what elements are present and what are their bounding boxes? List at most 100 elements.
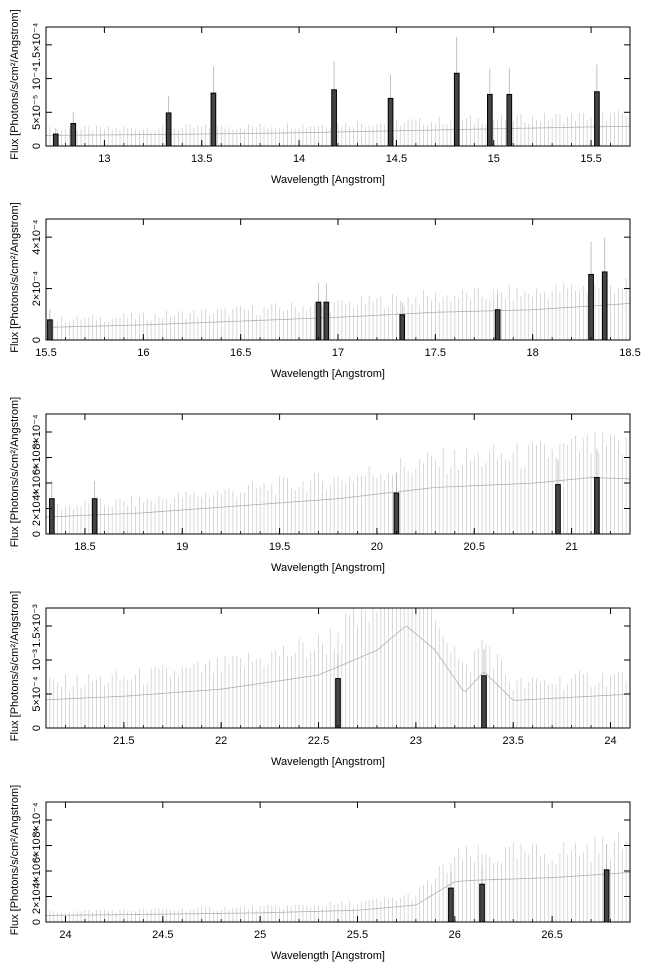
line-bin xyxy=(487,93,493,147)
line-bin xyxy=(323,301,330,341)
y-tick-label: 0 xyxy=(31,143,43,149)
panel-4: 21.5 22 22.5 23 23.5 24 0 5×10⁻⁴ 10⁻³1.5×10⁻³ Wav… xyxy=(9,591,631,768)
x-tick-label: 19.5 xyxy=(269,541,290,553)
x-tick-label: 24 xyxy=(59,929,71,941)
y-tick-label: 2×10⁻⁴ xyxy=(31,271,43,307)
x-tick-label: 16.5 xyxy=(230,347,251,359)
y-tick-label: 10⁻³ xyxy=(31,649,43,671)
line-bin xyxy=(588,273,594,341)
y-tick-label: 0 xyxy=(31,725,43,731)
line-bin xyxy=(335,678,341,729)
x-tick-label: 24.5 xyxy=(152,929,173,941)
panel-2: 15.5 16 16.5 17 17.5 18 18.5 0 2×10⁻⁴ 4×10⁻⁴ Wavel… xyxy=(9,202,641,380)
x-tick-label: 17.5 xyxy=(425,347,446,359)
line-bin xyxy=(47,319,53,341)
continuum-line xyxy=(45,872,631,916)
x-tick-label: 21.5 xyxy=(113,735,134,747)
x-tick-label: 26 xyxy=(449,929,461,941)
line-bin xyxy=(399,314,406,341)
y-tick-label: 6×10⁻⁴ xyxy=(31,828,43,864)
x-tick-label: 22.5 xyxy=(308,735,329,747)
line-bin xyxy=(479,883,485,923)
x-tick-label: 23.5 xyxy=(502,735,523,747)
line-bin xyxy=(49,498,55,535)
continuum-line xyxy=(45,125,631,136)
y-tick-label: 4×10⁻⁴ xyxy=(31,219,43,255)
line-bin xyxy=(210,92,217,147)
x-tick-label: 16 xyxy=(137,347,149,359)
x-axis-label: Wavelength [Angstrom] xyxy=(271,562,385,574)
x-tick-label: 13.5 xyxy=(191,153,212,165)
line-bin xyxy=(453,72,460,147)
y-tick-label: 10⁻⁴ xyxy=(31,67,43,90)
x-tick-label: 15.5 xyxy=(35,347,56,359)
y-tick-label: 0 xyxy=(31,531,43,537)
y-tick-label: 5×10⁻⁵ xyxy=(31,95,43,130)
line-bin xyxy=(555,484,561,535)
y-tick-label: 6×10⁻⁴ xyxy=(31,440,43,476)
x-tick-label: 24 xyxy=(604,735,616,747)
x-tick-label: 14.5 xyxy=(386,153,407,165)
error-bars xyxy=(45,273,631,340)
x-tick-label: 13 xyxy=(98,153,110,165)
x-tick-label: 25.5 xyxy=(347,929,368,941)
line-bin xyxy=(601,271,608,341)
y-tick-label: 2×10⁻⁴ xyxy=(31,491,43,527)
y-tick-label: 0 xyxy=(31,337,43,343)
y-axis-label: Flux [Photons/s/cm²/Angstrom] xyxy=(9,397,21,547)
panel-3: 18.5 19 19.5 20 20.5 21 0 2×10⁻⁴4×10⁻⁴6×10⁻⁴8×1… xyxy=(9,397,631,574)
x-tick-label: 18 xyxy=(527,347,539,359)
line-bin xyxy=(594,91,600,147)
panel-5: 24 24.5 25 25.5 26 26.5 0 2×10⁻⁴4×10⁻⁴6×10⁻⁴8×1… xyxy=(9,785,631,962)
error-bars xyxy=(45,431,631,534)
line-bin xyxy=(603,869,610,923)
continuum-line xyxy=(45,303,631,328)
line-bin xyxy=(481,675,487,729)
y-tick-label: 1.5×10⁻⁴ xyxy=(31,22,43,67)
x-tick-label: 19 xyxy=(176,541,188,553)
y-axis-label: Flux [Photons/s/cm²/Angstrom] xyxy=(9,785,21,935)
y-tick-label: 8×10⁻⁴ xyxy=(31,414,43,450)
y-tick-label: 8×10⁻⁴ xyxy=(31,802,43,838)
y-axis-label: Flux [Photons/s/cm²/Angstrom] xyxy=(9,9,21,159)
line-bin xyxy=(91,498,98,535)
y-tick-label: 2×10⁻⁴ xyxy=(31,879,43,915)
line-bin xyxy=(494,309,501,341)
y-tick-label: 4×10⁻⁴ xyxy=(31,465,43,501)
x-tick-label: 15 xyxy=(488,153,500,165)
x-tick-label: 26.5 xyxy=(541,929,562,941)
x-tick-label: 20 xyxy=(371,541,383,553)
line-bin xyxy=(165,112,172,147)
y-axis-label: Flux [Photons/s/cm²/Angstrom] xyxy=(9,202,21,352)
line-bin xyxy=(393,492,400,535)
x-axis-label: Wavelength [Angstrom] xyxy=(271,368,385,380)
error-bars xyxy=(45,832,631,922)
x-tick-label: 25 xyxy=(254,929,266,941)
line-bin xyxy=(315,301,322,341)
line-bin xyxy=(331,89,337,147)
x-axis-label: Wavelength [Angstrom] xyxy=(271,174,385,186)
y-tick-label: 0 xyxy=(31,919,43,925)
y-tick-label: 4×10⁻⁴ xyxy=(31,853,43,889)
x-tick-label: 22 xyxy=(215,735,227,747)
y-tick-label: 5×10⁻⁴ xyxy=(31,676,43,712)
x-tick-label: 23 xyxy=(410,735,422,747)
x-tick-label: 18.5 xyxy=(619,347,640,359)
line-bin xyxy=(448,887,454,923)
line-bin xyxy=(70,123,77,147)
panel-1: 13 13.5 14 14.5 15 15.5 0 5×10⁻⁵ 10⁻⁴1.5×10⁻⁴ Wav… xyxy=(9,9,631,186)
line-bin xyxy=(387,97,394,147)
x-tick-label: 15.5 xyxy=(580,153,601,165)
line-bin xyxy=(594,477,600,535)
y-axis-label: Flux [Photons/s/cm²/Angstrom] xyxy=(9,591,21,741)
x-axis-label: Wavelength [Angstrom] xyxy=(271,950,385,962)
x-tick-label: 21 xyxy=(565,541,577,553)
y-tick-label: 1.5×10⁻³ xyxy=(31,604,43,648)
x-tick-label: 17 xyxy=(332,347,344,359)
line-bin xyxy=(52,133,59,147)
x-tick-label: 18.5 xyxy=(74,541,95,553)
continuum-line xyxy=(45,477,631,518)
x-tick-label: 20.5 xyxy=(464,541,485,553)
x-axis-label: Wavelength [Angstrom] xyxy=(271,756,385,768)
